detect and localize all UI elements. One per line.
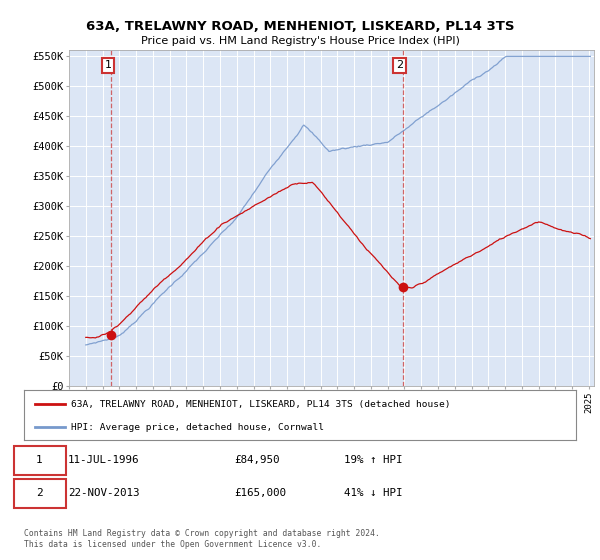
Text: 63A, TRELAWNY ROAD, MENHENIOT, LISKEARD, PL14 3TS: 63A, TRELAWNY ROAD, MENHENIOT, LISKEARD,… — [86, 20, 514, 32]
Text: 19% ↑ HPI: 19% ↑ HPI — [344, 455, 403, 465]
Text: 2: 2 — [396, 60, 403, 71]
Text: Price paid vs. HM Land Registry's House Price Index (HPI): Price paid vs. HM Land Registry's House … — [140, 36, 460, 46]
Text: HPI: Average price, detached house, Cornwall: HPI: Average price, detached house, Corn… — [71, 423, 324, 432]
Text: £84,950: £84,950 — [234, 455, 279, 465]
FancyBboxPatch shape — [14, 479, 66, 507]
Text: 11-JUL-1996: 11-JUL-1996 — [68, 455, 140, 465]
Text: 63A, TRELAWNY ROAD, MENHENIOT, LISKEARD, PL14 3TS (detached house): 63A, TRELAWNY ROAD, MENHENIOT, LISKEARD,… — [71, 400, 451, 409]
Text: 1: 1 — [36, 455, 43, 465]
Text: 22-NOV-2013: 22-NOV-2013 — [68, 488, 140, 498]
Text: 2: 2 — [36, 488, 43, 498]
FancyBboxPatch shape — [14, 446, 66, 474]
Text: £165,000: £165,000 — [234, 488, 286, 498]
Text: 1: 1 — [104, 60, 112, 71]
Text: Contains HM Land Registry data © Crown copyright and database right 2024.
This d: Contains HM Land Registry data © Crown c… — [24, 529, 380, 549]
Text: 41% ↓ HPI: 41% ↓ HPI — [344, 488, 403, 498]
